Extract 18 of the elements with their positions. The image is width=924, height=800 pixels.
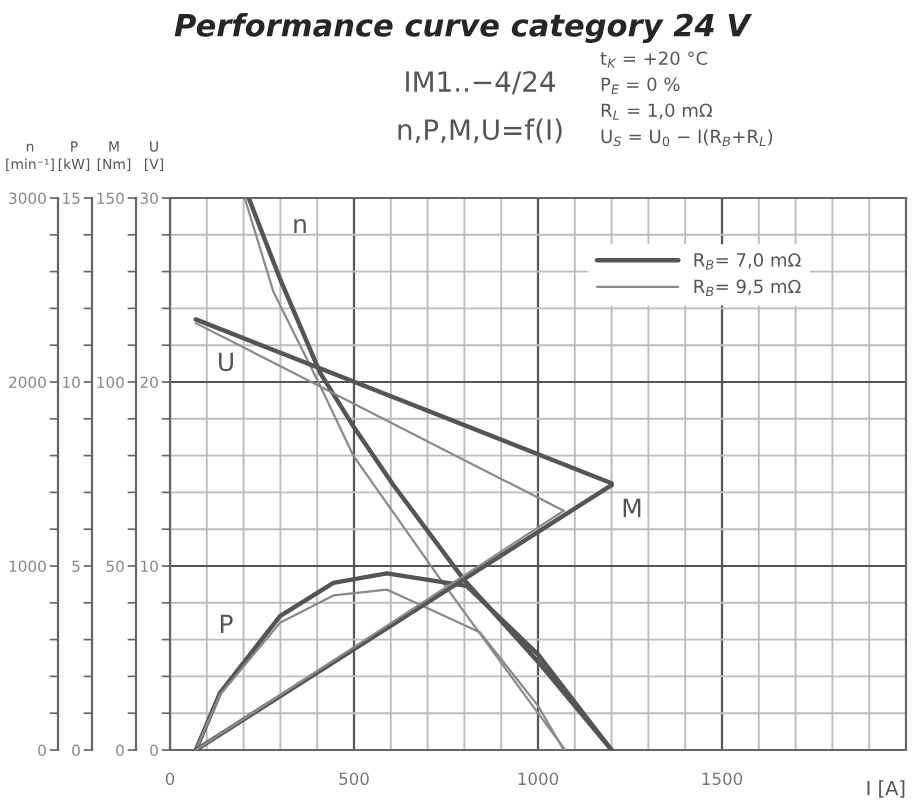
legend-label: R$_{B}$= 9,5 mΩ — [694, 279, 801, 296]
annotation: n — [294, 218, 306, 233]
annotation: P — [220, 614, 233, 633]
legend-label: R$_{B}$= 7,0 mΩ — [694, 253, 801, 270]
chart-title: Performance curve category 24 V — [174, 13, 753, 43]
text: n,P,M,U=f(I) — [398, 118, 562, 144]
x-tick-label: 1000 — [518, 772, 559, 786]
annotation: U — [219, 352, 233, 372]
x-axis-title: I [A] — [867, 780, 905, 798]
text: t$_{K}$ = +20 °C — [600, 51, 708, 68]
annotation: M — [623, 498, 641, 517]
text: IM1..−4/24 — [406, 71, 556, 95]
text: R$_{L}$ = 1,0 mΩ — [601, 103, 713, 120]
x-tick-label: 0 — [165, 772, 175, 786]
x-tick-label: 500 — [339, 772, 369, 786]
text: U$_{S}$ = U$_{0}$ − I(R$_{B}$+R$_{L}$) — [601, 129, 773, 147]
text: P$_{E}$ = 0 % — [601, 77, 680, 94]
x-tick-label: 1500 — [702, 772, 743, 786]
